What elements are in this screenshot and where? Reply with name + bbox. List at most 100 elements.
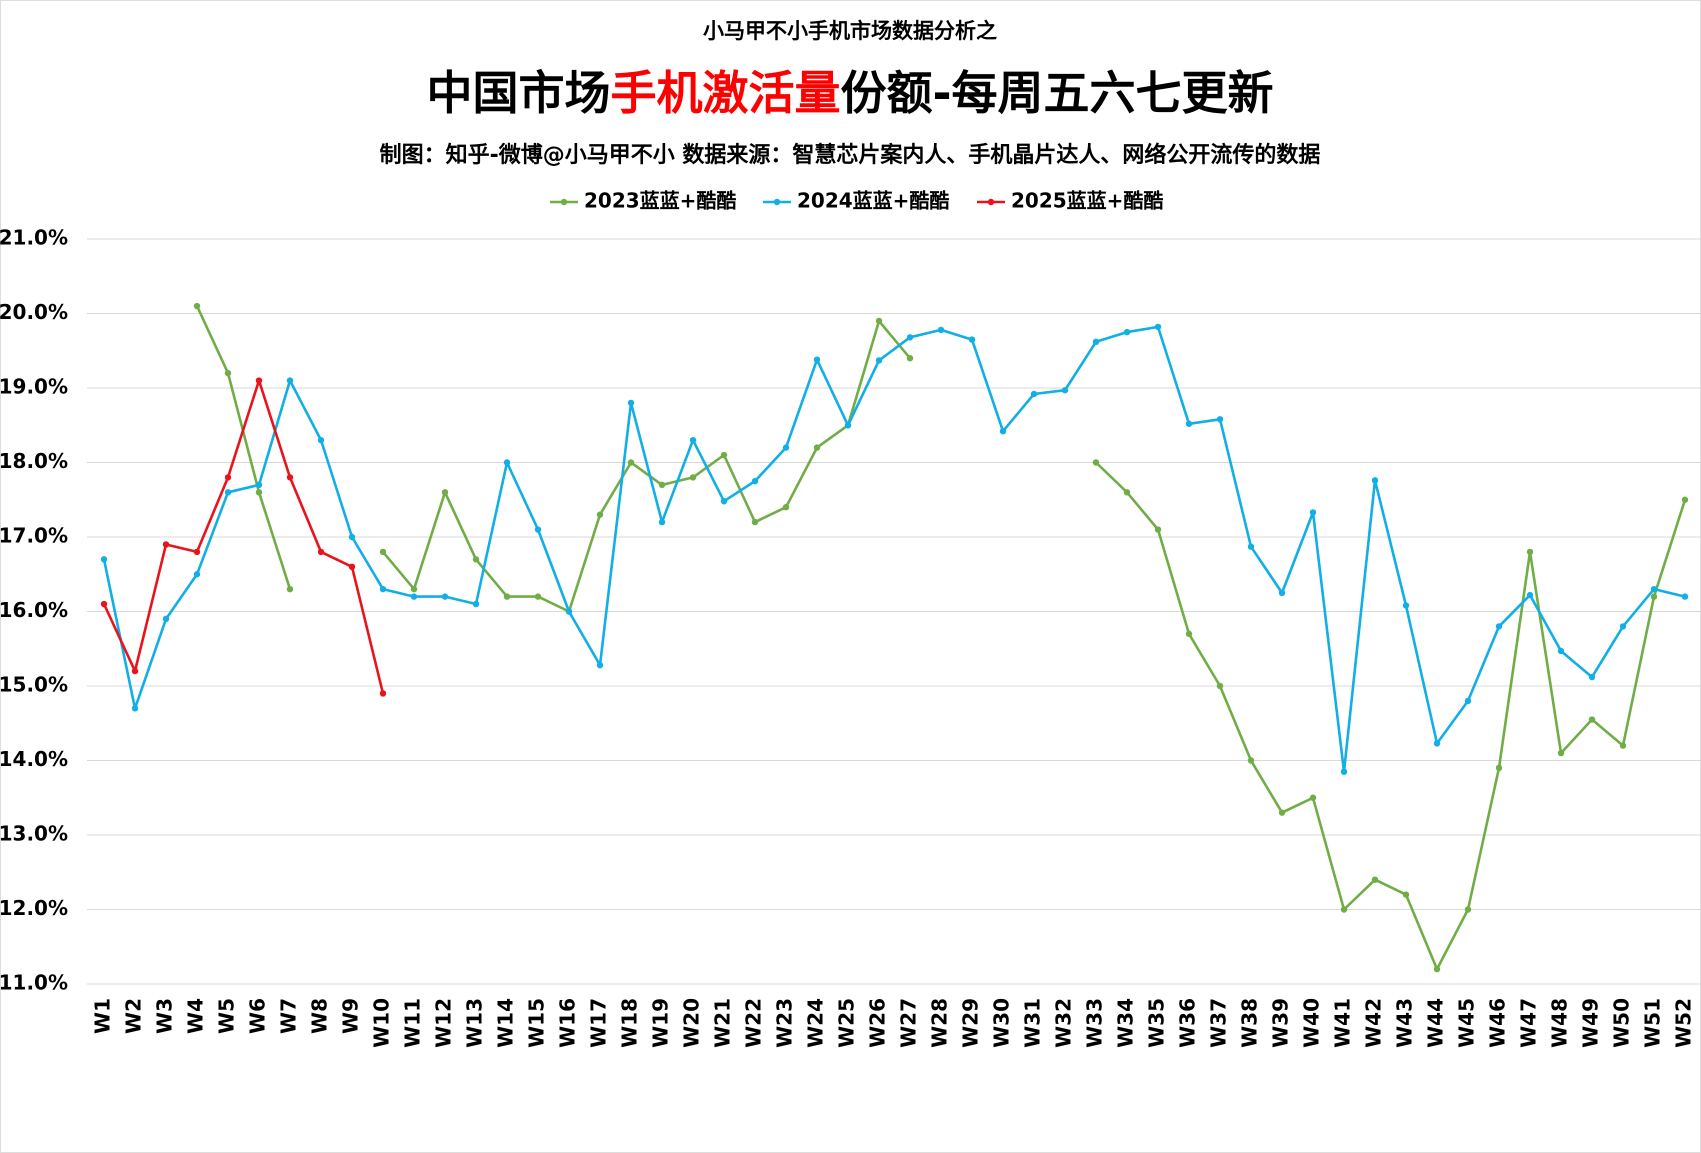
x-tick-label: W22 [742,998,766,1048]
data-point [441,593,449,600]
data-point [1681,593,1689,600]
title-part: 份额-每周五六七更新 [840,66,1273,120]
data-point [1495,764,1503,772]
data-point [875,317,883,325]
x-tick-label: W40 [1300,998,1324,1048]
x-tick-label: W45 [1455,998,1479,1048]
x-tick-label: W24 [804,998,828,1048]
data-point [286,474,294,481]
data-point [1123,328,1131,336]
legend-marker [560,198,568,206]
data-point [1619,742,1627,749]
x-tick-label: W46 [1486,998,1510,1048]
y-tick-label: 13.0% [0,822,68,846]
data-point [937,326,945,334]
data-point [999,428,1007,435]
y-tick-label: 15.0% [0,673,68,697]
x-tick-label: W34 [1114,998,1138,1048]
subtitle: 制图：知乎-微博@小马甲不小 数据来源：智慧芯片案内人、手机晶片达人、网络公开流… [380,142,1321,168]
data-point [627,459,635,466]
data-point [1557,749,1565,757]
data-point [906,355,914,362]
data-point [162,541,170,548]
data-point [193,548,201,556]
data-point [472,556,480,563]
x-tick-label: W43 [1393,998,1417,1048]
data-point [1092,459,1100,466]
x-tick-label: W51 [1641,998,1665,1048]
data-point [348,533,356,541]
data-point [317,548,325,556]
data-point [1619,623,1627,630]
y-tick-label: 17.0% [0,524,68,548]
x-tick-label: W1 [91,998,115,1034]
data-point [193,571,201,578]
x-tick-label: W35 [1145,998,1169,1048]
series-line [102,379,385,694]
data-point [131,667,139,675]
data-point [379,548,387,556]
data-point [1681,496,1689,503]
data-point [131,705,139,712]
data-point [1278,809,1286,816]
legend-label: 2025蓝蓝+酷酷 [1011,189,1163,213]
data-point [379,690,387,697]
x-tick-label: W30 [990,998,1014,1048]
data-point [1402,891,1410,898]
y-tick-label: 11.0% [0,971,68,995]
data-point [1185,420,1193,427]
x-tick-label: W11 [401,998,425,1048]
data-point [844,422,852,429]
data-point [255,377,263,384]
data-point [224,474,232,481]
data-point [720,498,728,505]
x-tick-label: W25 [835,998,859,1048]
series-line [102,325,1686,773]
data-point [100,600,108,608]
data-point [1340,906,1348,913]
data-point [1278,589,1286,597]
legend: 2023蓝蓝+酷酷 2024蓝蓝+酷酷 2025蓝蓝+酷酷 [550,189,1163,213]
data-point [1495,623,1503,630]
x-tick-label: W31 [1021,998,1045,1048]
y-tick-label: 16.0% [0,598,68,622]
title-part: 手机激活量 [610,66,840,120]
data-point [782,444,790,451]
data-point [751,477,759,485]
data-point [441,489,449,496]
y-tick-label: 12.0% [0,896,68,920]
data-point [503,593,511,600]
data-point [968,336,976,343]
data-point [906,334,914,341]
data-point [162,615,170,623]
data-point [534,593,542,600]
data-point [596,661,604,669]
data-point [1309,794,1317,801]
data-point [379,585,387,593]
legend-marker [773,198,781,206]
data-point [813,356,821,363]
data-point [1371,477,1379,484]
data-point [1433,740,1441,747]
x-tick-label: W4 [184,998,208,1034]
data-point [224,369,232,377]
chart-title: 中国市场手机激活量份额-每周五六七更新 [426,66,1273,120]
x-tick-label: W8 [308,998,332,1034]
data-point [1557,647,1565,655]
x-tick-label: W28 [928,998,952,1048]
x-tick-label: W20 [680,998,704,1048]
x-tick-label: W36 [1176,998,1200,1048]
data-point [1588,673,1596,681]
data-point [1061,387,1069,394]
y-tick-label: 14.0% [0,747,68,771]
x-tick-label: W14 [494,998,518,1048]
x-tick-label: W27 [897,998,921,1048]
data-point [255,481,263,489]
legend-marker [987,198,995,206]
data-point [1216,416,1224,423]
x-tick-label: W38 [1238,998,1262,1048]
data-point [286,377,294,384]
data-point [1092,338,1100,346]
data-point [565,608,573,615]
